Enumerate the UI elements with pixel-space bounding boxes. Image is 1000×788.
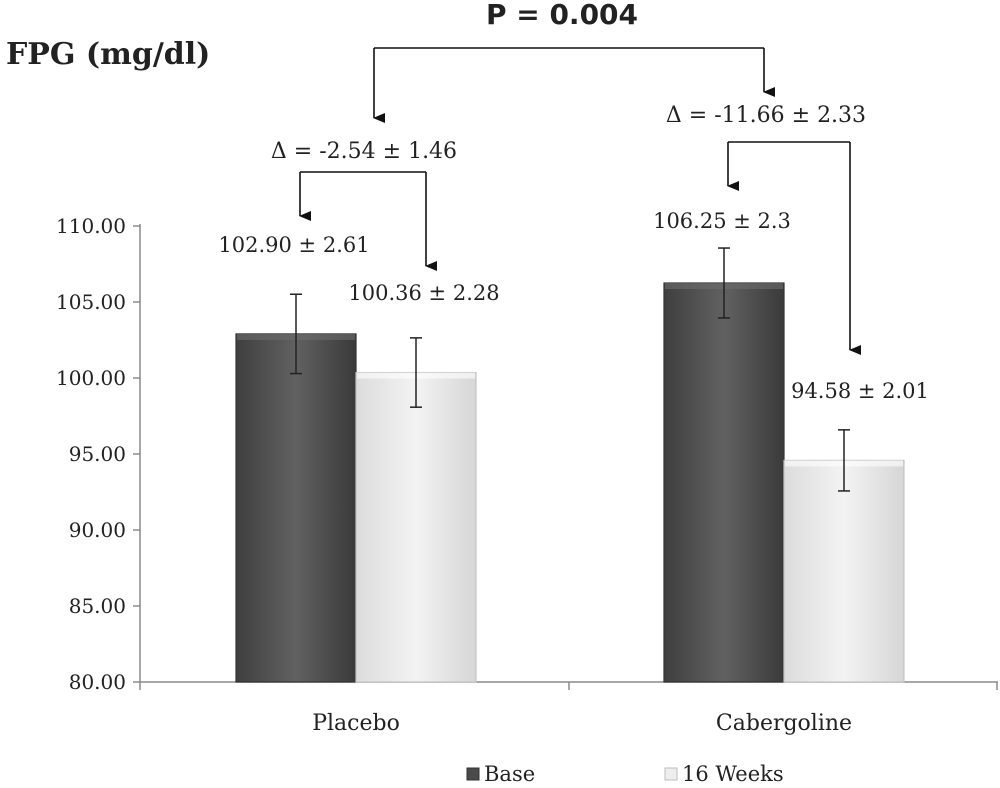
comparison-arrows <box>299 47 861 355</box>
y-axis-title: FPG (mg/dl) <box>6 37 210 72</box>
bar-placebo-base <box>235 333 357 683</box>
bars <box>235 282 905 683</box>
x-axis: Placebo Cabergoline <box>139 681 998 736</box>
y-tick-label: 110.00 <box>56 214 126 238</box>
legend-label: 16 Weeks <box>682 762 784 786</box>
y-tick-label: 85.00 <box>69 594 126 618</box>
legend-swatch-base <box>466 767 480 781</box>
data-label: 102.90 ± 2.61 <box>218 233 369 257</box>
error-bars <box>290 247 850 492</box>
bar-placebo-16-weeks <box>355 371 477 683</box>
x-category-label: Placebo <box>312 711 400 736</box>
y-tick-label: 95.00 <box>69 442 126 466</box>
bar-cabergoline-16-weeks <box>783 459 905 683</box>
y-tick-label: 105.00 <box>56 290 126 314</box>
data-label: 94.58 ± 2.01 <box>791 379 929 403</box>
y-tick-label: 80.00 <box>69 670 126 694</box>
y-axis: 110.00 105.00 100.00 95.00 90.00 85.00 80.00 <box>56 214 141 694</box>
y-tick-label: 90.00 <box>69 518 126 542</box>
data-label: 100.36 ± 2.28 <box>348 281 499 305</box>
legend-swatch-16-weeks <box>664 767 678 781</box>
delta-placebo-annotation: Δ = -2.54 ± 1.46 <box>271 139 457 164</box>
delta-cabergoline-annotation: Δ = -11.66 ± 2.33 <box>666 103 866 128</box>
data-label: 106.25 ± 2.3 <box>653 209 791 233</box>
p-value-annotation: P = 0.004 <box>486 0 638 31</box>
legend-label: Base <box>484 762 535 786</box>
y-tick-label: 100.00 <box>56 366 126 390</box>
bar-cabergoline-base <box>663 282 785 683</box>
data-labels: 102.90 ± 2.61 100.36 ± 2.28 106.25 ± 2.3 94… <box>218 209 929 403</box>
legend: Base 16 Weeks <box>466 762 784 786</box>
x-category-label: Cabergoline <box>716 711 852 736</box>
